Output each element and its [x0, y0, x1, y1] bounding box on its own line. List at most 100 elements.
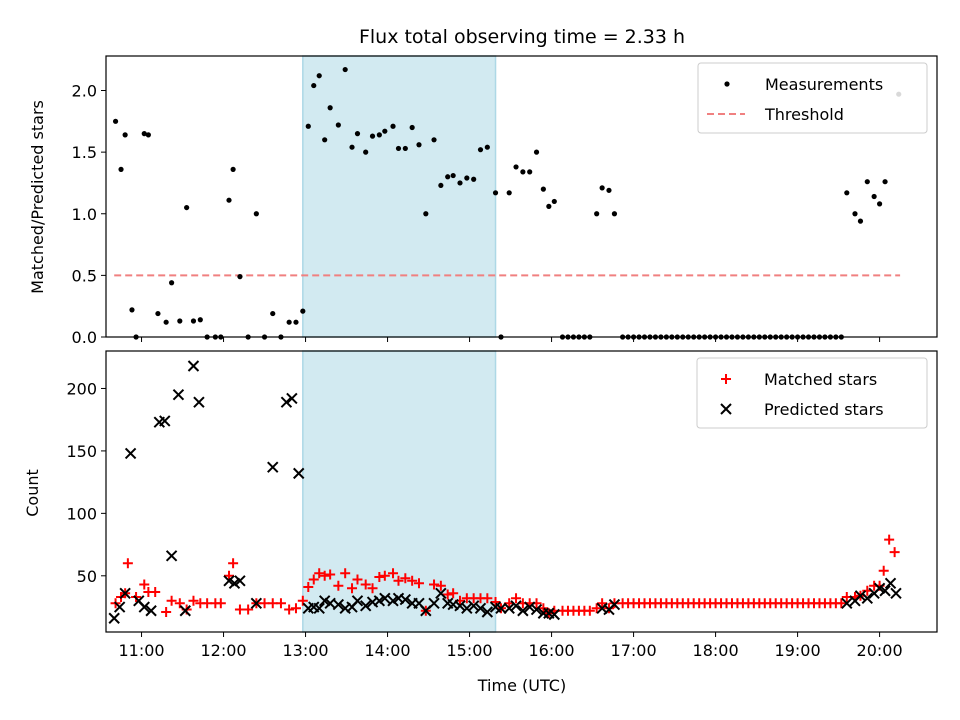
predicted-marker [293, 467, 305, 480]
measurement-point [177, 318, 183, 324]
bottom-axes-frame [105, 350, 938, 633]
predicted-marker [234, 575, 246, 587]
matched-marker [347, 583, 358, 594]
measurement-point [145, 132, 151, 138]
predicted-marker [332, 598, 345, 611]
bottom-panel: 50 100 150 200 11:00 12:00 13:00 14:00 15:00 16:0… [66, 350, 938, 660]
predicted-marker [172, 389, 185, 401]
matched-marker [314, 568, 325, 579]
bottom-legend-box [696, 357, 928, 429]
matched-marker [139, 579, 150, 590]
measurement-point [335, 122, 341, 128]
x-tick-label: 16:00 [529, 641, 575, 660]
measurement-point [155, 310, 161, 317]
measurement-point [286, 319, 292, 325]
measurement-point [118, 166, 124, 172]
matched-marker [228, 558, 239, 569]
matched-marker [490, 597, 501, 608]
predicted-marker [517, 605, 529, 617]
measurement-point [844, 190, 850, 196]
predicted-marker [481, 606, 494, 618]
x-tick-label: 20:00 [857, 641, 903, 660]
measurement-point [112, 118, 119, 124]
predicted-marker [854, 590, 867, 602]
matched-marker [889, 547, 900, 558]
x-tick-label: 18:00 [693, 641, 739, 660]
measurement-point [520, 169, 526, 175]
predicted-marker [280, 396, 293, 408]
legend-entry-label: Measurements [765, 75, 883, 94]
matched-marker [284, 604, 295, 615]
legend-entry-label: Matched stars [764, 370, 877, 389]
matched-marker [166, 595, 177, 606]
x-tick-label: 11:00 [118, 641, 164, 660]
measurement-point [611, 211, 618, 217]
bottom-observing-span [302, 350, 497, 633]
matched-marker [161, 607, 172, 618]
predicted-marker [351, 595, 364, 607]
predicted-marker [467, 600, 480, 612]
predicted-marker [884, 577, 897, 590]
measurement-point [141, 131, 147, 137]
predicted-marker [159, 415, 171, 427]
x-tick-label: 19:00 [775, 641, 821, 660]
x-tick-label: 12:00 [200, 641, 246, 660]
x-axis-label: Time (UTC) [477, 676, 566, 695]
measurement-point [184, 204, 190, 211]
matched-marker [188, 595, 199, 606]
measurement-point [416, 142, 422, 148]
measurement-point [322, 137, 328, 143]
top-axes-frame [105, 55, 938, 338]
predicted-marker [108, 612, 120, 624]
matched-marker [429, 579, 440, 590]
predicted-marker [530, 603, 543, 616]
measurement-point [471, 176, 477, 182]
measurement-point [540, 186, 546, 192]
legend-measurement-marker [724, 81, 730, 87]
matched-marker [275, 598, 286, 609]
matched-marker [303, 582, 314, 593]
matched-marker [122, 558, 133, 569]
top-y-axis-label: Matched/Predicted stars [28, 100, 47, 294]
matched-marker [442, 589, 453, 600]
measurement-point [871, 193, 877, 200]
matched-marker [511, 593, 522, 604]
top-legend-box [697, 62, 928, 134]
matched-marker [393, 575, 404, 586]
top-y-tick-label: 0.0 [72, 328, 97, 347]
bottom-y-tick-label: 50 [77, 567, 97, 586]
measurement-point [349, 144, 355, 150]
matched-marker [538, 603, 549, 614]
predicted-marker [495, 602, 507, 614]
x-tick-label: 13:00 [282, 641, 328, 660]
measurement-point [311, 82, 317, 89]
predicted-marker [379, 592, 391, 604]
bottom-y-tick-label: 200 [66, 379, 97, 398]
predicted-marker [145, 605, 157, 617]
top-panel: 0.0 0.5 1.0 1.5 2.0 Measurements Threshold [72, 55, 938, 347]
measurement-point [293, 319, 299, 325]
measurement-point [423, 211, 429, 217]
measurement-point [882, 179, 888, 185]
measurement-point [363, 149, 369, 155]
bottom-y-tick-label: 150 [66, 442, 97, 461]
matched-marker [597, 598, 608, 609]
measurement-point [305, 123, 311, 129]
measurement-point [390, 123, 396, 129]
measurement-point [506, 190, 512, 196]
measurement-point [876, 201, 883, 207]
predicted-marker [359, 600, 372, 612]
matched-marker [584, 605, 595, 616]
matched-marker [215, 598, 226, 609]
matched-marker [878, 565, 889, 576]
measurement-point [513, 164, 519, 170]
matched-marker [836, 598, 847, 609]
measurement-point [253, 211, 259, 217]
top-y-tick-label: 1.0 [72, 205, 97, 224]
measurement-point [376, 132, 382, 138]
measurement-point [457, 180, 463, 186]
matched-marker [374, 572, 385, 583]
measurement-point [431, 137, 437, 143]
measurement-point [122, 132, 128, 138]
